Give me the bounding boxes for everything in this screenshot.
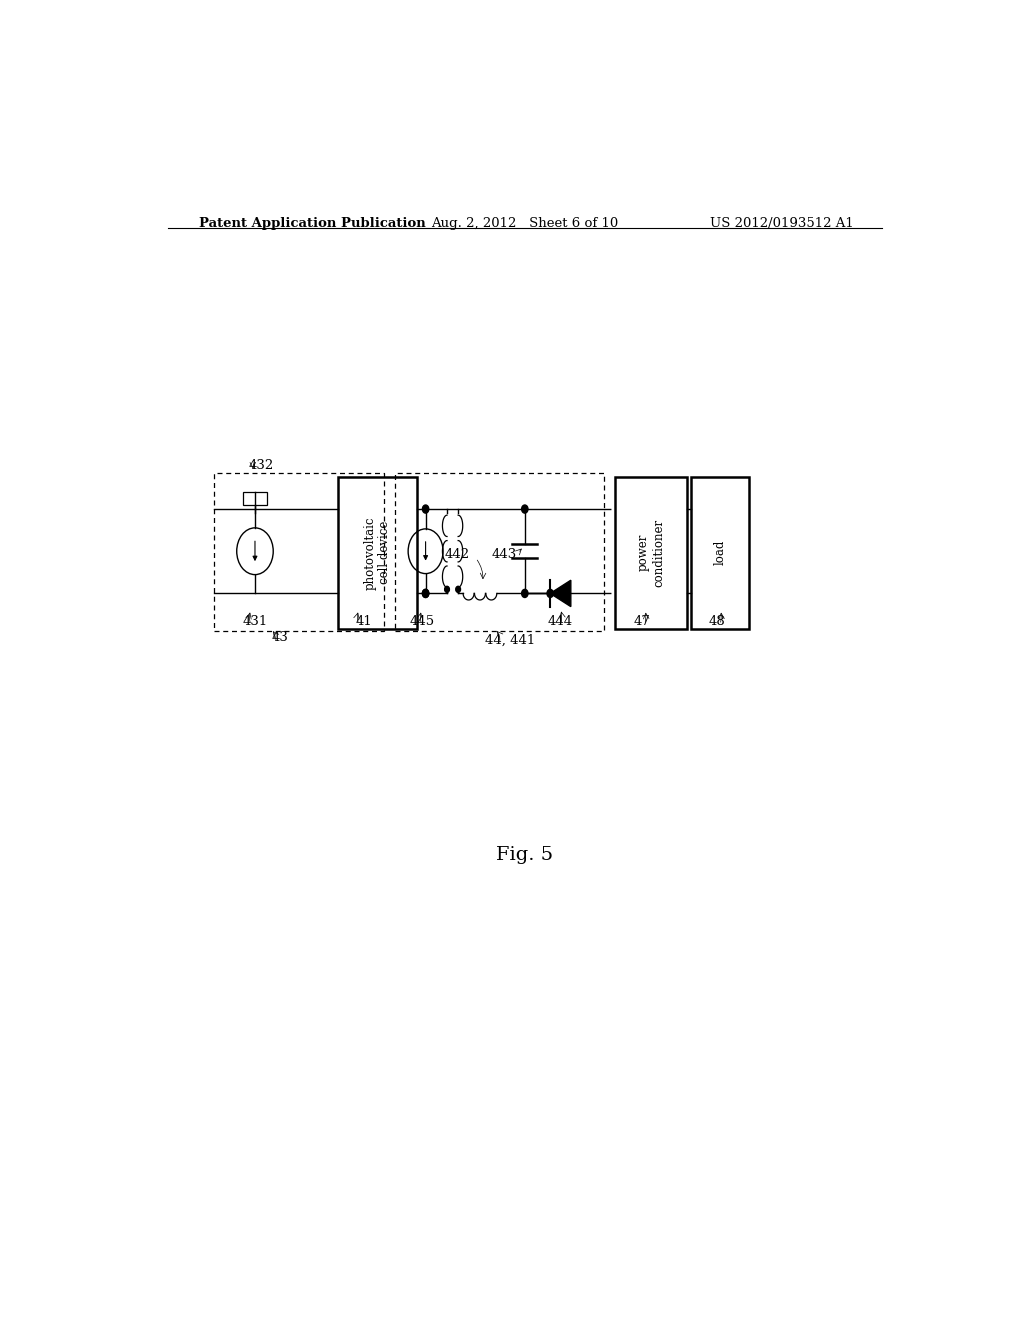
Text: Aug. 2, 2012   Sheet 6 of 10: Aug. 2, 2012 Sheet 6 of 10: [431, 218, 618, 231]
Text: 44, 441: 44, 441: [485, 634, 536, 647]
Text: 445: 445: [409, 615, 434, 628]
Text: 47: 47: [634, 615, 650, 628]
Text: 432: 432: [249, 459, 274, 473]
Bar: [691, 477, 750, 630]
Text: 43: 43: [272, 631, 289, 644]
Bar: [615, 477, 687, 630]
Circle shape: [423, 589, 429, 598]
Circle shape: [444, 586, 450, 593]
Text: Fig. 5: Fig. 5: [497, 846, 553, 863]
Text: 431: 431: [243, 615, 267, 628]
Text: 48: 48: [709, 615, 725, 628]
Circle shape: [521, 589, 528, 598]
Circle shape: [423, 506, 429, 513]
Text: power
conditioner: power conditioner: [637, 519, 665, 587]
Polygon shape: [550, 581, 570, 607]
Text: Patent Application Publication: Patent Application Publication: [200, 218, 426, 231]
Circle shape: [547, 589, 553, 598]
Circle shape: [456, 586, 461, 593]
Text: 442: 442: [444, 548, 469, 561]
Text: 444: 444: [548, 615, 573, 628]
Text: 41: 41: [355, 615, 372, 628]
Circle shape: [521, 506, 528, 513]
Text: photovoltaic
cell device: photovoltaic cell device: [364, 516, 391, 590]
Bar: [338, 477, 417, 630]
Bar: [243, 492, 267, 506]
Text: load: load: [714, 540, 727, 565]
Text: 443: 443: [492, 548, 517, 561]
Circle shape: [423, 589, 429, 598]
Text: US 2012/0193512 A1: US 2012/0193512 A1: [711, 218, 854, 231]
